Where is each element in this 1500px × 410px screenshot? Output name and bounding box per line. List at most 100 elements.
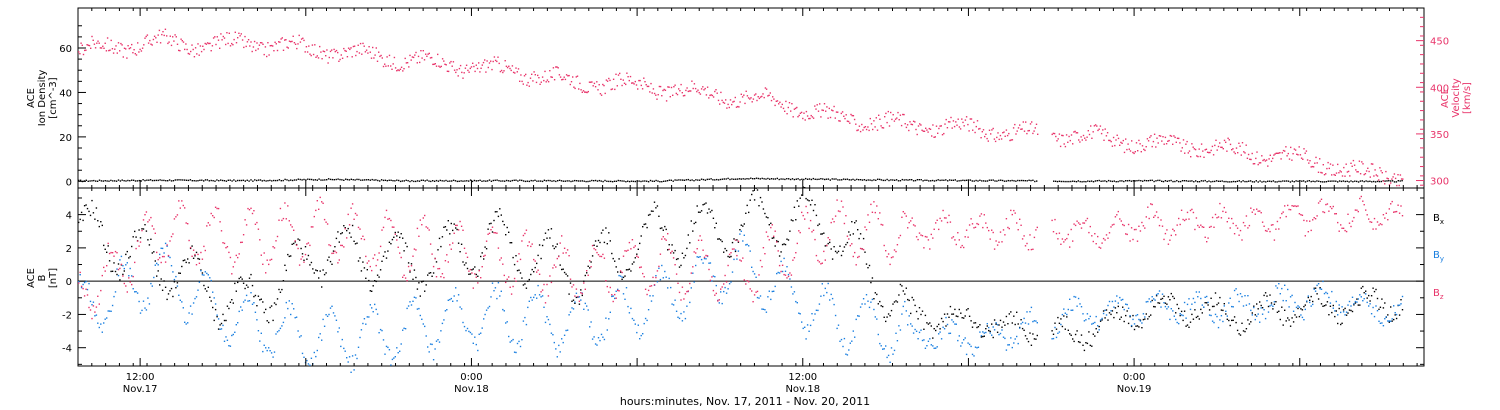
by-point [438, 341, 441, 343]
by-point [915, 330, 918, 332]
bx-point [1138, 326, 1140, 328]
by-point [497, 282, 500, 284]
bz-point [644, 288, 647, 290]
by-point [867, 300, 869, 302]
bx-point [485, 248, 488, 250]
bz-point [418, 235, 420, 237]
by-point [1086, 313, 1089, 315]
density-point [770, 178, 773, 180]
velocity-point [1361, 161, 1363, 163]
velocity-point [197, 43, 199, 45]
velocity-point [919, 123, 921, 125]
bx-point [341, 232, 343, 234]
bz-point [892, 256, 894, 258]
velocity-point [1296, 153, 1298, 155]
velocity-point [526, 84, 528, 86]
bx-point [497, 215, 500, 218]
bx-point [578, 303, 581, 305]
bz-point [450, 248, 452, 250]
bx-point [260, 298, 262, 300]
velocity-point [528, 85, 530, 87]
by-point [1382, 325, 1385, 327]
bx-point [597, 239, 600, 242]
density-point [920, 179, 922, 181]
velocity-point [1284, 150, 1286, 152]
bz-point [709, 279, 712, 282]
velocity-point [490, 60, 492, 62]
by-point [1236, 293, 1239, 296]
bx-point [957, 315, 959, 318]
density-point [566, 180, 568, 182]
by-point [166, 245, 168, 247]
density-point [505, 179, 508, 182]
density-point [958, 180, 960, 182]
density-point [984, 180, 987, 182]
velocity-point [1019, 124, 1021, 126]
bx-point [806, 199, 809, 201]
density-point [284, 178, 286, 181]
density-point [1077, 180, 1079, 182]
density-point [1395, 181, 1398, 183]
velocity-point [164, 28, 167, 30]
by-point [751, 266, 753, 268]
bx-point [506, 226, 508, 229]
bx-point [867, 267, 869, 269]
density-point [1121, 180, 1123, 182]
velocity-point [581, 91, 583, 93]
bz-point [200, 251, 202, 254]
bx-point [412, 278, 414, 280]
by-point [1189, 308, 1192, 311]
bx-point [1154, 306, 1156, 308]
density-point [161, 179, 163, 182]
by-point [1102, 312, 1105, 315]
by-point [821, 283, 823, 285]
bx-point [189, 247, 192, 250]
bz-point [332, 252, 335, 254]
by-point [1113, 306, 1115, 308]
by-point [1204, 296, 1206, 298]
velocity-point [714, 90, 716, 93]
velocity-point [838, 120, 840, 122]
velocity-point [904, 123, 906, 125]
density-point [348, 179, 351, 181]
velocity-point [1258, 162, 1261, 164]
bx-point [184, 259, 186, 261]
density-point [488, 179, 491, 181]
by-point [723, 290, 725, 293]
by-point [1381, 322, 1383, 324]
bx-point [182, 259, 184, 262]
density-point [649, 179, 652, 182]
by-point [917, 338, 919, 340]
density-point [861, 179, 864, 181]
density-point [1295, 180, 1297, 182]
bz-point [1369, 221, 1371, 223]
by-point [833, 303, 835, 306]
density-point [79, 179, 82, 181]
velocity-point [759, 96, 762, 98]
velocity-point [1373, 175, 1375, 177]
bx-point [870, 281, 872, 284]
bz-point [365, 255, 367, 258]
bz-point [455, 224, 457, 227]
bz-point [639, 266, 641, 269]
velocity-point [1346, 171, 1349, 173]
velocity-point [459, 64, 462, 67]
velocity-point [744, 102, 746, 105]
by-point [1231, 305, 1233, 308]
velocity-point [256, 42, 258, 44]
bz-point [1073, 223, 1075, 225]
bz-point [684, 293, 687, 295]
velocity-point [755, 93, 757, 95]
by-point [830, 293, 832, 296]
bx-point [1245, 328, 1248, 330]
by-point [1281, 287, 1283, 290]
velocity-point [146, 34, 149, 36]
by-point [899, 329, 902, 331]
bz-point [1342, 227, 1345, 229]
density-point [916, 179, 919, 181]
bx-point [316, 270, 318, 272]
density-point [863, 179, 866, 181]
bx-point [804, 187, 806, 189]
by-point [787, 273, 790, 276]
density-point [1246, 180, 1248, 183]
